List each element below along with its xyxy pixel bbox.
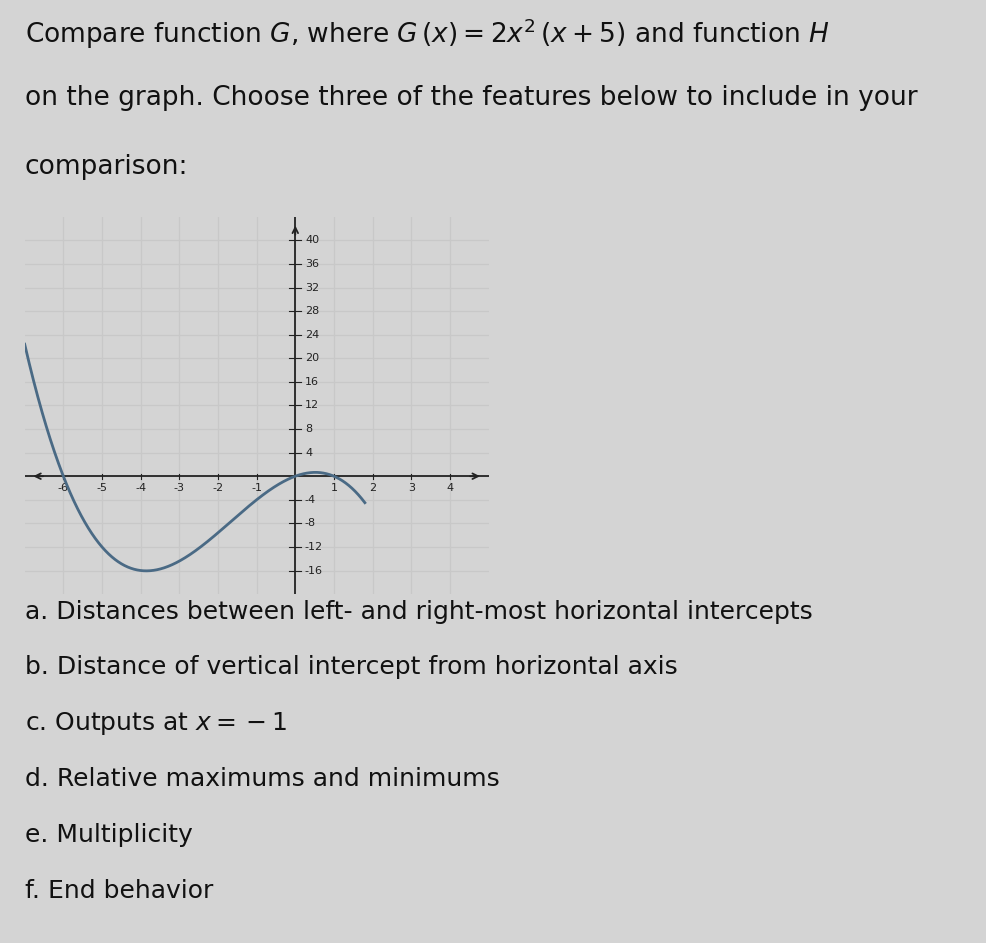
- Text: 4: 4: [305, 448, 312, 457]
- Text: 3: 3: [407, 483, 414, 493]
- Text: d. Relative maximums and minimums: d. Relative maximums and minimums: [25, 767, 499, 791]
- Text: -3: -3: [174, 483, 184, 493]
- Text: 20: 20: [305, 354, 318, 363]
- Text: 12: 12: [305, 401, 318, 410]
- Text: 16: 16: [305, 377, 318, 387]
- Text: 4: 4: [446, 483, 453, 493]
- Text: -4: -4: [135, 483, 146, 493]
- Text: b. Distance of vertical intercept from horizontal axis: b. Distance of vertical intercept from h…: [25, 655, 676, 679]
- Text: Compare function $G$, where $G\,(x) = 2x^2\,(x + 5)$ and function $H$: Compare function $G$, where $G\,(x) = 2x…: [25, 17, 828, 51]
- Text: -5: -5: [97, 483, 107, 493]
- Text: -6: -6: [58, 483, 69, 493]
- Text: 1: 1: [330, 483, 337, 493]
- Text: e. Multiplicity: e. Multiplicity: [25, 823, 192, 847]
- Text: a. Distances between left- and right-most horizontal intercepts: a. Distances between left- and right-mos…: [25, 600, 811, 623]
- Text: -4: -4: [305, 495, 316, 505]
- Text: -12: -12: [305, 542, 322, 552]
- Text: 24: 24: [305, 330, 318, 339]
- Text: -16: -16: [305, 566, 322, 575]
- Text: f. End behavior: f. End behavior: [25, 879, 213, 902]
- Text: c. Outputs at $x = -1$: c. Outputs at $x = -1$: [25, 710, 287, 736]
- Text: on the graph. Choose three of the features below to include in your: on the graph. Choose three of the featur…: [25, 85, 916, 111]
- Text: 28: 28: [305, 306, 318, 316]
- Text: 8: 8: [305, 424, 312, 434]
- Text: comparison:: comparison:: [25, 154, 188, 179]
- Text: -2: -2: [212, 483, 223, 493]
- Text: 40: 40: [305, 236, 318, 245]
- Text: 2: 2: [369, 483, 376, 493]
- Text: 36: 36: [305, 259, 318, 269]
- Text: -8: -8: [305, 519, 316, 528]
- Text: 32: 32: [305, 283, 318, 292]
- Text: -1: -1: [250, 483, 262, 493]
